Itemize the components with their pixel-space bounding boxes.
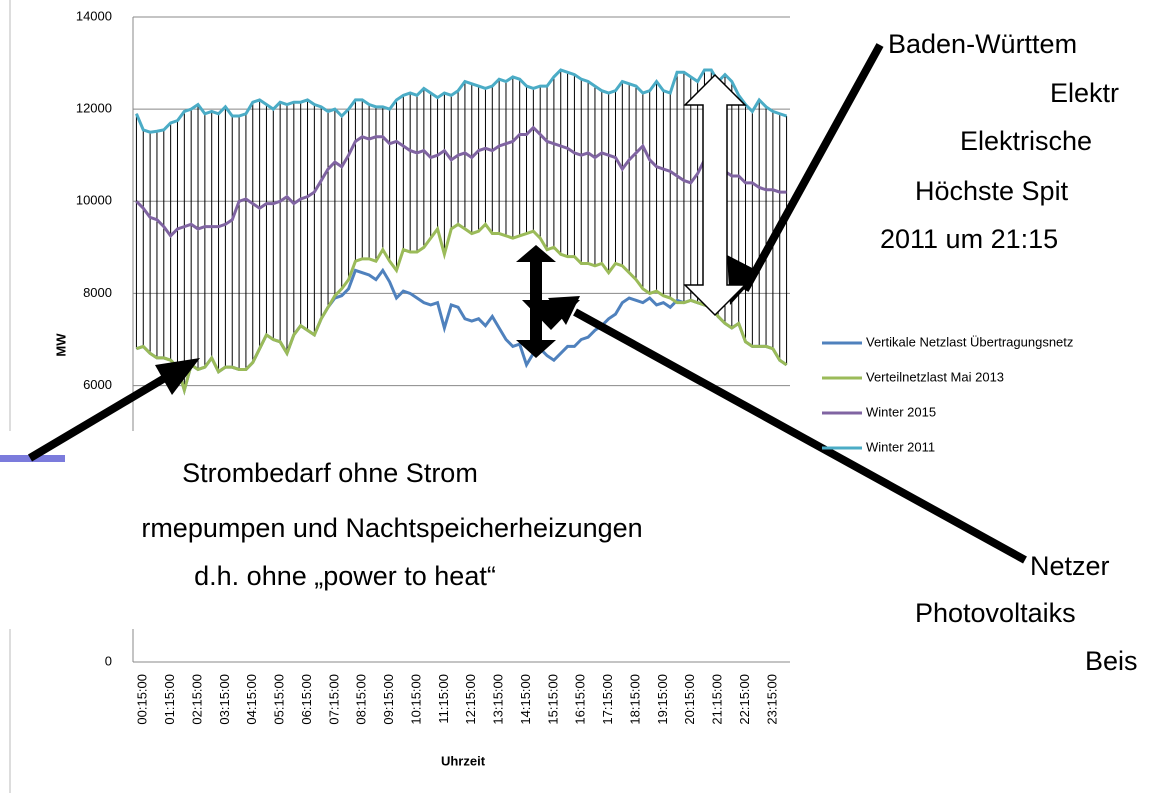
x-tick-label: 00:15:00 xyxy=(135,674,150,725)
annotation: Strombedarf ohne Strom xyxy=(182,458,478,488)
series-line xyxy=(135,222,788,396)
x-tick-label: 10:15:00 xyxy=(408,674,423,725)
series-line xyxy=(135,68,788,134)
arrows xyxy=(27,43,1027,564)
y-tick-label: 0 xyxy=(105,653,112,668)
annotation: Netzer xyxy=(1030,551,1110,581)
x-tick-label: 05:15:00 xyxy=(272,674,287,725)
x-axis-label: Uhrzeit xyxy=(441,753,486,768)
x-tick-label: 03:15:00 xyxy=(217,674,232,725)
annotation: Photovoltaiks xyxy=(915,598,1076,628)
x-tick-label: 07:15:00 xyxy=(326,674,341,725)
x-tick-label: 23:15:00 xyxy=(764,674,779,725)
legend-label: Winter 2015 xyxy=(866,404,936,419)
y-tick-label: 12000 xyxy=(76,101,112,116)
annotation: rmepumpen und Nachtspeicherheizungen xyxy=(141,513,642,543)
x-tick-label: 21:15:00 xyxy=(710,674,725,725)
x-tick-label: 15:15:00 xyxy=(545,674,560,725)
x-tick-label: 06:15:00 xyxy=(299,674,314,725)
y-axis-label: MW xyxy=(53,333,68,357)
y-tick-label: 14000 xyxy=(76,8,112,23)
x-tick-label: 04:15:00 xyxy=(244,674,259,725)
series-line xyxy=(135,125,787,239)
legend-label: Verteilnetzlast Mai 2013 xyxy=(866,369,1004,384)
x-tick-label: 17:15:00 xyxy=(600,674,615,725)
x-tick-label: 08:15:00 xyxy=(354,674,369,725)
x-tick-label: 13:15:00 xyxy=(491,674,506,725)
x-tick-label: 18:15:00 xyxy=(627,674,642,725)
legend-label: Winter 2011 xyxy=(866,439,935,454)
y-tick-label: 10000 xyxy=(76,193,112,208)
x-tick-label: 12:15:00 xyxy=(463,674,478,725)
x-tick-label: 19:15:00 xyxy=(655,674,670,725)
annotation: Beis xyxy=(1085,646,1138,676)
annotation: Elektrische xyxy=(960,126,1092,156)
x-tick-label: 20:15:00 xyxy=(682,674,697,725)
y-tick-label: 8000 xyxy=(83,285,112,300)
annotation: d.h. ohne „power to heat“ xyxy=(194,561,496,591)
annotation: 2011 um 21:15 xyxy=(880,224,1058,254)
plot-area: 02000400060008000100001200014000MWUhrzei… xyxy=(53,8,790,768)
x-tick-label: 01:15:00 xyxy=(162,674,177,725)
annotation: Baden-Württem xyxy=(888,29,1077,59)
x-tick-label: 14:15:00 xyxy=(518,674,533,725)
x-tick-label: 11:15:00 xyxy=(436,674,451,724)
x-tick-label: 16:15:00 xyxy=(573,674,588,725)
legend-label: Vertikale Netzlast Übertragungsnetz xyxy=(866,334,1073,349)
annotation: Elektr xyxy=(1050,78,1119,108)
y-tick-label: 6000 xyxy=(83,377,112,392)
x-tick-label: 09:15:00 xyxy=(381,674,396,725)
annotation-backdrop xyxy=(0,431,800,629)
x-tick-label: 02:15:00 xyxy=(189,674,204,725)
annotation: Höchste Spit xyxy=(915,176,1069,206)
x-tick-label: 22:15:00 xyxy=(737,674,752,725)
